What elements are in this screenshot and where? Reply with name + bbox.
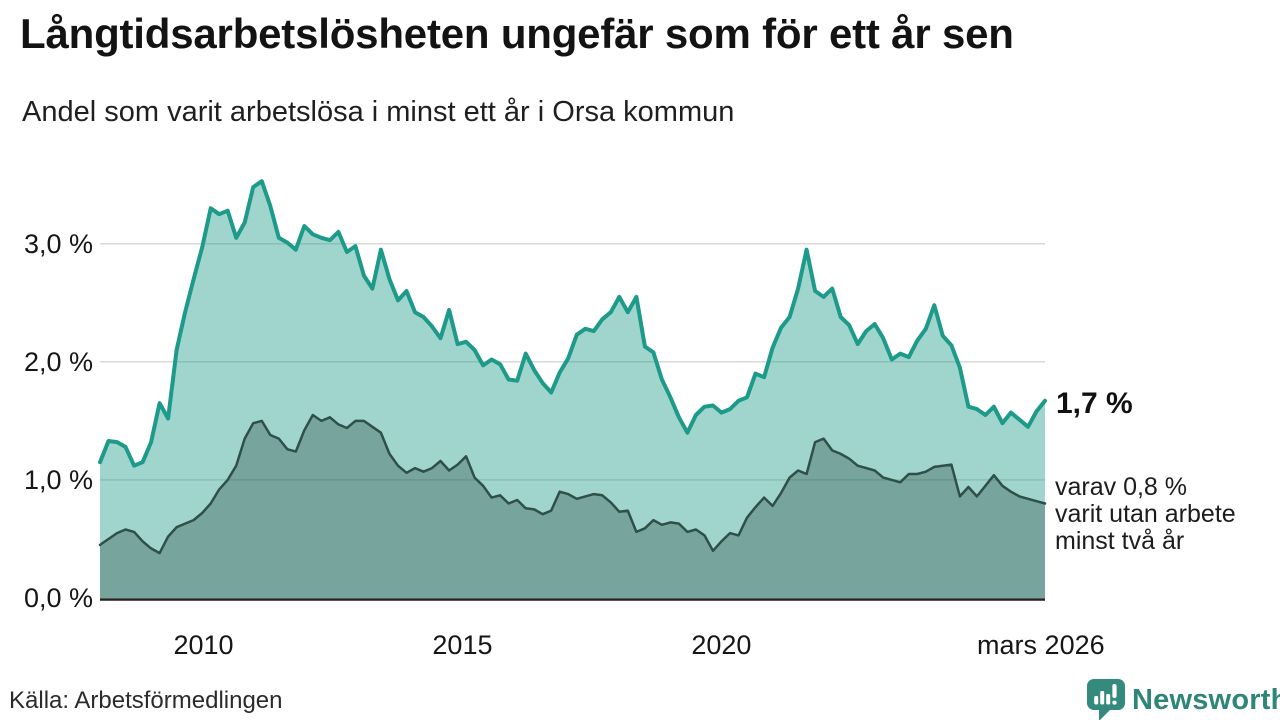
area-fill-two-year (100, 415, 1045, 598)
newsworthy-wordmark: Newsworthy (1132, 683, 1280, 716)
latest-value-label: 1,7 % (1056, 387, 1133, 420)
source-note: Källa: Arbetsförmedlingen (9, 687, 283, 714)
x-axis-label: 2015 (432, 630, 493, 660)
secondary-annotation-line: varav 0,8 % (1055, 473, 1188, 501)
newsworthy-logo: Newsworthy (1086, 678, 1280, 720)
y-axis-label: 0,0 % (23, 583, 93, 613)
series-line-one-year (98, 179, 1047, 468)
y-axis-label: 3,0 % (23, 228, 93, 259)
secondary-annotation: varav 0,8 % varit utan arbete minst två … (1055, 474, 1236, 555)
secondary-annotation-line: varit utan arbete (1055, 500, 1236, 528)
chart-subtitle: Andel som varit arbetslösa i minst ett å… (22, 96, 735, 128)
secondary-annotation-line: minst två år (1055, 527, 1185, 555)
series-line-two-year (98, 413, 1047, 555)
chart-title: Långtidsarbetslösheten ungefär som för e… (20, 10, 1014, 57)
x-axis-label: 2010 (173, 630, 234, 660)
x-axis-label: mars 2026 (977, 630, 1105, 660)
y-axis-label: 2,0 % (23, 346, 93, 377)
area-fill-one-year (100, 181, 1045, 598)
y-axis-label: 1,0 % (23, 464, 93, 495)
x-axis-label: 2020 (691, 630, 752, 660)
newsworthy-speech-bubble-icon (1087, 679, 1125, 720)
x-axis-labels: 2010 2015 2020 mars 2026 (0, 630, 1280, 670)
